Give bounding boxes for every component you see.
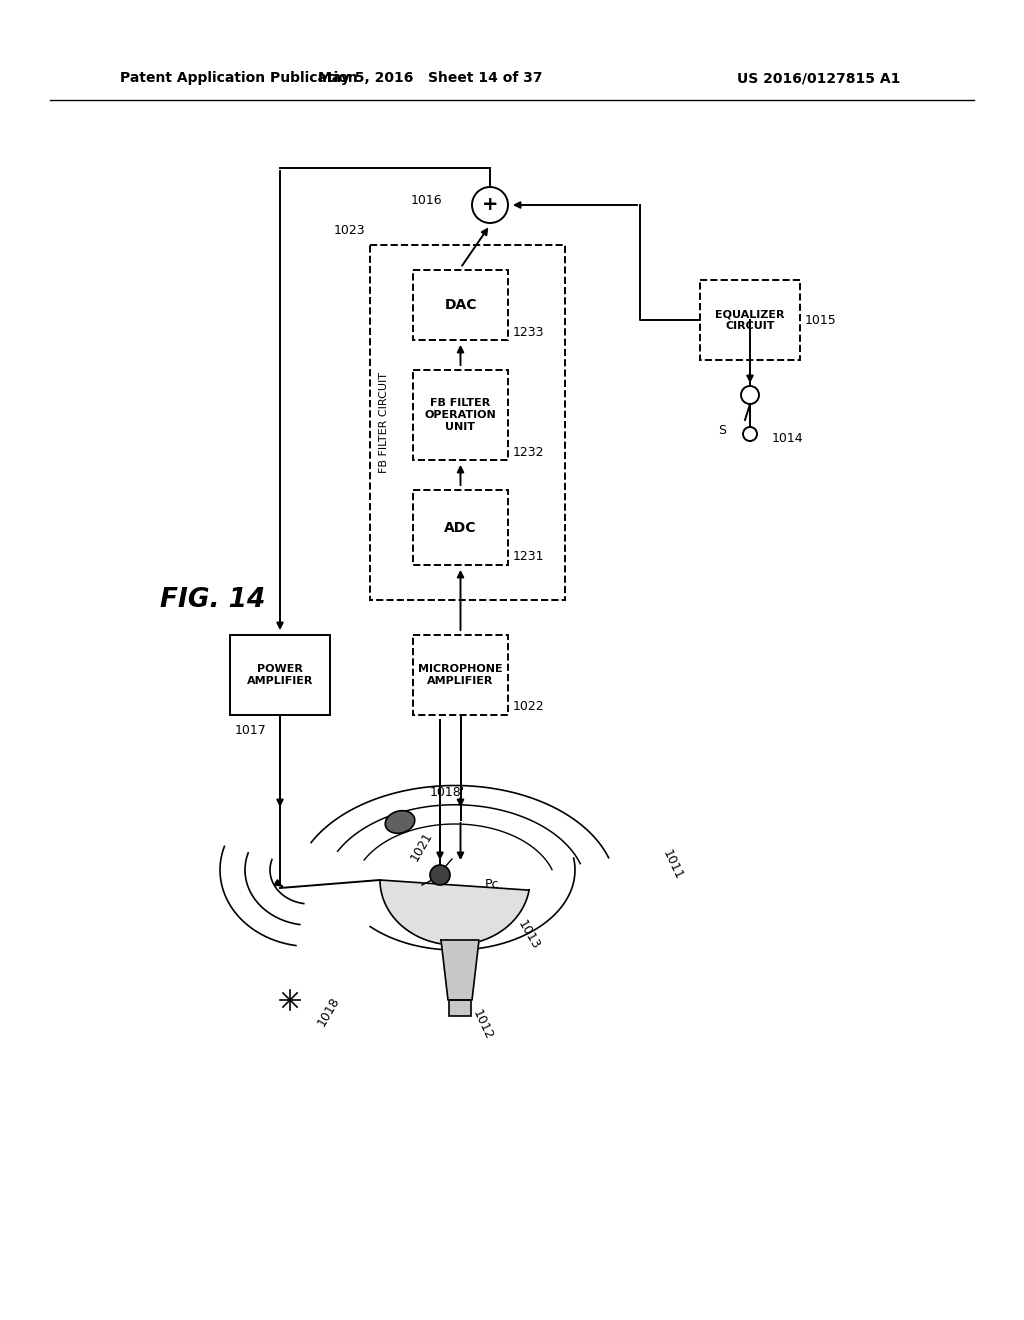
Text: MICROPHONE
AMPLIFIER: MICROPHONE AMPLIFIER (418, 664, 503, 686)
Text: FIG. 14: FIG. 14 (160, 587, 265, 612)
Text: 1021: 1021 (409, 830, 435, 865)
Bar (370, 246, 565, 601)
Text: 1018: 1018 (315, 995, 342, 1030)
Text: 1012: 1012 (470, 1008, 496, 1041)
Text: Pc: Pc (485, 879, 500, 891)
Text: 1023: 1023 (334, 224, 365, 238)
Bar (413, 271, 508, 341)
Text: POWER
AMPLIFIER: POWER AMPLIFIER (247, 664, 313, 686)
Bar (413, 370, 508, 459)
Polygon shape (380, 880, 529, 945)
Text: 1232: 1232 (513, 446, 545, 458)
Text: 1233: 1233 (513, 326, 545, 338)
Bar (413, 490, 508, 565)
Circle shape (743, 426, 757, 441)
Circle shape (741, 385, 759, 404)
Bar (230, 635, 330, 715)
Text: S: S (718, 424, 726, 437)
Text: 1231: 1231 (513, 550, 545, 564)
Bar (449, 1001, 471, 1016)
Text: FB FILTER
OPERATION
UNIT: FB FILTER OPERATION UNIT (425, 399, 497, 432)
Text: ADC: ADC (444, 520, 477, 535)
Text: 1014: 1014 (772, 433, 804, 446)
Text: 1016: 1016 (411, 194, 442, 206)
Ellipse shape (385, 810, 415, 833)
Text: 1013: 1013 (515, 917, 542, 952)
Polygon shape (441, 940, 479, 1001)
Text: Patent Application Publication: Patent Application Publication (120, 71, 357, 84)
Text: DAC: DAC (444, 298, 477, 312)
Text: May 5, 2016   Sheet 14 of 37: May 5, 2016 Sheet 14 of 37 (317, 71, 543, 84)
Text: 1015: 1015 (805, 314, 837, 326)
Circle shape (472, 187, 508, 223)
Text: 1022: 1022 (513, 701, 545, 714)
Text: 1018': 1018' (430, 785, 465, 799)
Bar (413, 635, 508, 715)
Text: EQUALIZER
CIRCUIT: EQUALIZER CIRCUIT (715, 309, 784, 331)
Text: 1011: 1011 (660, 847, 685, 882)
Circle shape (430, 865, 450, 884)
Bar (700, 280, 800, 360)
Text: FB FILTER CIRCUIT: FB FILTER CIRCUIT (379, 372, 389, 473)
Text: 1017: 1017 (234, 725, 266, 738)
Text: US 2016/0127815 A1: US 2016/0127815 A1 (736, 71, 900, 84)
Text: +: + (481, 195, 499, 214)
